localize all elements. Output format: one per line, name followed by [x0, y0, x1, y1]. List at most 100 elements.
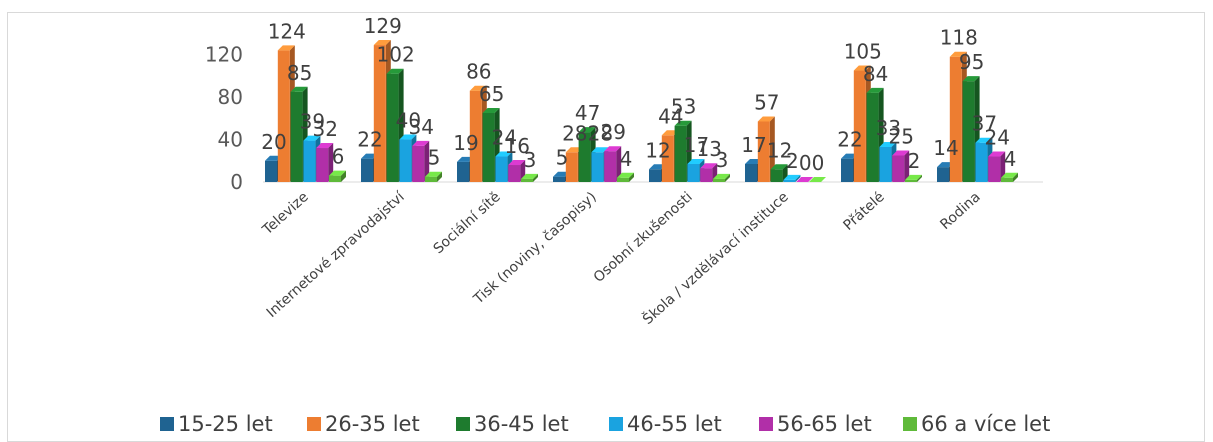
data-label: 105: [844, 40, 882, 64]
data-label: 129: [364, 14, 402, 38]
y-tick-label: 120: [205, 43, 243, 67]
x-tick-label: Televize: [259, 189, 312, 239]
legend-label: 66 a více let: [921, 412, 1050, 436]
bar: [988, 151, 1006, 182]
data-label: 17: [741, 133, 766, 157]
data-label: 20: [261, 130, 286, 154]
data-label: 33: [876, 116, 901, 140]
data-label: 12: [645, 138, 670, 162]
data-label: 28: [588, 121, 613, 145]
x-tick-label: Sociální sítě: [431, 189, 504, 257]
bar: [905, 174, 922, 182]
data-label: 86: [466, 60, 491, 84]
data-label: 12: [767, 138, 792, 162]
x-tick-label: Přátelé: [840, 189, 887, 234]
legend-swatch: [160, 417, 174, 431]
data-label: 0: [812, 151, 825, 175]
data-label: 34: [408, 115, 433, 139]
x-tick-label: Škola / vzdělávací instituce: [639, 188, 792, 328]
data-label: 84: [863, 62, 888, 86]
bar: [796, 177, 814, 182]
data-label: 24: [492, 126, 517, 150]
bar: [425, 171, 442, 182]
bar: [604, 146, 622, 182]
bar: [1001, 172, 1018, 182]
data-label: 124: [268, 19, 306, 43]
bar: [809, 177, 826, 182]
data-label: 14: [933, 136, 958, 160]
legend-swatch: [609, 417, 623, 431]
data-label: 57: [754, 90, 779, 114]
bar: [290, 86, 308, 182]
data-label: 13: [696, 137, 721, 161]
x-tick-label: Osobní zkušenosti: [591, 189, 696, 286]
data-label: 65: [479, 82, 504, 106]
data-label: 32: [312, 117, 337, 141]
bar: [783, 174, 801, 182]
data-label: 40: [396, 109, 421, 133]
data-label: 4: [1004, 147, 1017, 171]
data-label: 2: [786, 149, 799, 173]
legend-swatch: [307, 417, 321, 431]
data-label: 3: [716, 148, 729, 172]
bar: [316, 143, 334, 182]
legend-label: 46-55 let: [627, 412, 722, 436]
data-label: 29: [600, 120, 625, 144]
data-label: 16: [504, 134, 529, 158]
y-tick-label: 80: [218, 85, 243, 109]
data-label: 17: [684, 133, 709, 157]
legend-label: 15-25 let: [178, 412, 273, 436]
data-label: 19: [453, 131, 478, 155]
legend-item: 15-25 let: [160, 412, 273, 436]
chart-frame: [7, 12, 1205, 442]
x-tick-label: Rodina: [937, 189, 983, 233]
legend-item: 26-35 let: [307, 412, 420, 436]
data-label: 39: [300, 110, 325, 134]
legend-label: 56-65 let: [777, 412, 872, 436]
legend-label: 26-35 let: [325, 412, 420, 436]
data-label: 37: [972, 112, 997, 136]
bar: [412, 140, 430, 182]
data-label: 28: [562, 121, 587, 145]
data-label: 44: [658, 104, 683, 128]
legend-item: 56-65 let: [759, 412, 872, 436]
bar: [329, 170, 346, 182]
bar: [757, 116, 775, 182]
bar: [713, 173, 730, 182]
data-label: 102: [377, 43, 415, 67]
data-label: 85: [287, 61, 312, 85]
legend-item: 46-55 let: [609, 412, 722, 436]
legend-swatch: [456, 417, 470, 431]
y-tick-label: 40: [218, 128, 243, 152]
data-label: 0: [799, 151, 812, 175]
data-label: 95: [959, 50, 984, 74]
legend-swatch: [903, 417, 917, 431]
bar: [617, 172, 634, 182]
bar: [521, 173, 538, 182]
legend-label: 36-45 let: [474, 412, 569, 436]
bar: [892, 150, 910, 182]
data-label: 3: [524, 148, 537, 172]
data-label: 24: [984, 126, 1009, 150]
data-label: 47: [575, 101, 600, 125]
legend-item: 66 a více let: [903, 412, 1050, 436]
bar: [700, 163, 718, 182]
bars: [265, 40, 1018, 182]
legend-swatch: [759, 417, 773, 431]
data-label: 25: [888, 124, 913, 148]
legend-item: 36-45 let: [456, 412, 569, 436]
data-label: 22: [837, 128, 862, 152]
data-label: 4: [620, 147, 633, 171]
legend: 15-25 let 26-35 let 36-45 let 46-55 let 56-6…: [160, 412, 1050, 436]
data-label: 2: [908, 149, 921, 173]
data-label: 22: [357, 128, 382, 152]
data-label: 118: [940, 26, 978, 50]
data-label: 6: [332, 145, 345, 169]
y-tick-label: 0: [230, 170, 243, 194]
data-label: 53: [671, 95, 696, 119]
data-label: 5: [556, 146, 569, 170]
data-label: 5: [428, 146, 441, 170]
